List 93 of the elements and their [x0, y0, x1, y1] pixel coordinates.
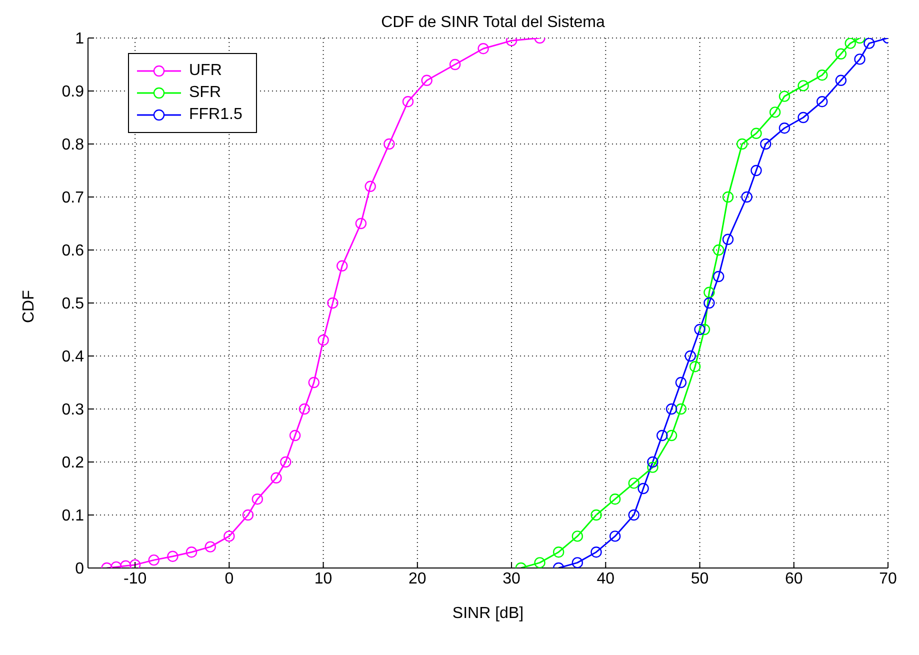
point — [167, 550, 178, 562]
point — [384, 138, 395, 150]
point — [336, 260, 348, 272]
y-tick-label: 0.6 — [62, 242, 84, 260]
point — [854, 54, 866, 65]
point — [590, 546, 602, 558]
point — [242, 509, 254, 521]
point — [364, 180, 376, 192]
point — [224, 530, 235, 542]
point — [864, 38, 875, 49]
legend-label: SFR — [189, 83, 221, 103]
point — [298, 403, 310, 415]
point — [280, 456, 292, 468]
point — [289, 430, 301, 442]
y-tick-label: 1 — [75, 30, 84, 48]
point — [778, 90, 790, 102]
x-tick-label: 30 — [502, 570, 521, 588]
y-axis-title: CDF — [20, 290, 38, 323]
point — [609, 530, 621, 542]
point — [798, 112, 809, 124]
point — [204, 541, 216, 552]
point — [609, 494, 621, 505]
point — [835, 74, 847, 86]
x-tick-label: 10 — [314, 570, 332, 588]
point — [534, 557, 546, 568]
x-tick-label: 70 — [879, 570, 897, 588]
point — [736, 138, 748, 150]
point — [722, 234, 734, 245]
point — [421, 74, 432, 86]
point — [778, 122, 790, 134]
legend-label: UFR — [189, 61, 222, 81]
x-tick-label: 20 — [408, 570, 426, 588]
point — [638, 482, 649, 494]
point — [308, 376, 320, 388]
point — [704, 297, 715, 309]
point — [704, 286, 715, 298]
y-tick-label: 0.2 — [62, 454, 84, 472]
point — [750, 164, 762, 176]
point — [666, 430, 678, 442]
point — [572, 557, 584, 568]
point — [760, 138, 772, 150]
legend-label: FFR1.5 — [189, 105, 242, 125]
point — [698, 324, 710, 336]
y-tick-label: 0.1 — [62, 508, 84, 525]
point — [684, 350, 696, 362]
point — [835, 48, 847, 60]
point — [478, 43, 489, 54]
point — [148, 554, 160, 566]
point — [675, 403, 687, 415]
y-tick-label: 0.4 — [62, 348, 84, 366]
point — [186, 546, 198, 558]
point — [572, 530, 584, 542]
point — [741, 191, 752, 203]
point — [270, 472, 282, 484]
point — [675, 376, 687, 388]
point — [628, 509, 640, 521]
point — [816, 70, 828, 81]
x-tick-label: -10 — [123, 570, 147, 588]
x-tick-label: 50 — [690, 570, 709, 588]
point — [449, 58, 461, 70]
point — [252, 494, 264, 505]
y-tick-label: 0.7 — [62, 190, 84, 207]
point — [666, 403, 678, 415]
point — [402, 96, 414, 108]
y-tick-label: 0.9 — [62, 84, 84, 101]
point — [750, 128, 762, 139]
point — [628, 478, 640, 489]
point — [327, 297, 338, 309]
y-tick-label: 0.5 — [62, 296, 84, 313]
point — [722, 191, 734, 203]
point — [552, 546, 564, 558]
point — [712, 244, 724, 256]
x-axis-title: SINR [dB] — [452, 605, 524, 622]
point — [656, 430, 668, 442]
point — [689, 361, 701, 372]
point — [712, 270, 724, 282]
point — [355, 218, 367, 230]
point — [129, 559, 141, 568]
point — [647, 462, 658, 473]
point — [647, 456, 658, 468]
y-tick-label: 0.3 — [62, 402, 84, 419]
point — [590, 509, 602, 521]
y-tick-label: 0.8 — [62, 136, 84, 154]
x-tick-label: 60 — [784, 570, 803, 588]
point — [844, 38, 856, 49]
point — [318, 334, 329, 346]
point — [798, 80, 809, 92]
x-tick-label: 40 — [596, 570, 615, 588]
x-tick-label: 0 — [224, 570, 234, 588]
point — [816, 96, 828, 108]
point — [769, 106, 781, 118]
point — [694, 324, 706, 336]
chart-title: CDF de SINR Total del Sistema — [380, 14, 606, 32]
